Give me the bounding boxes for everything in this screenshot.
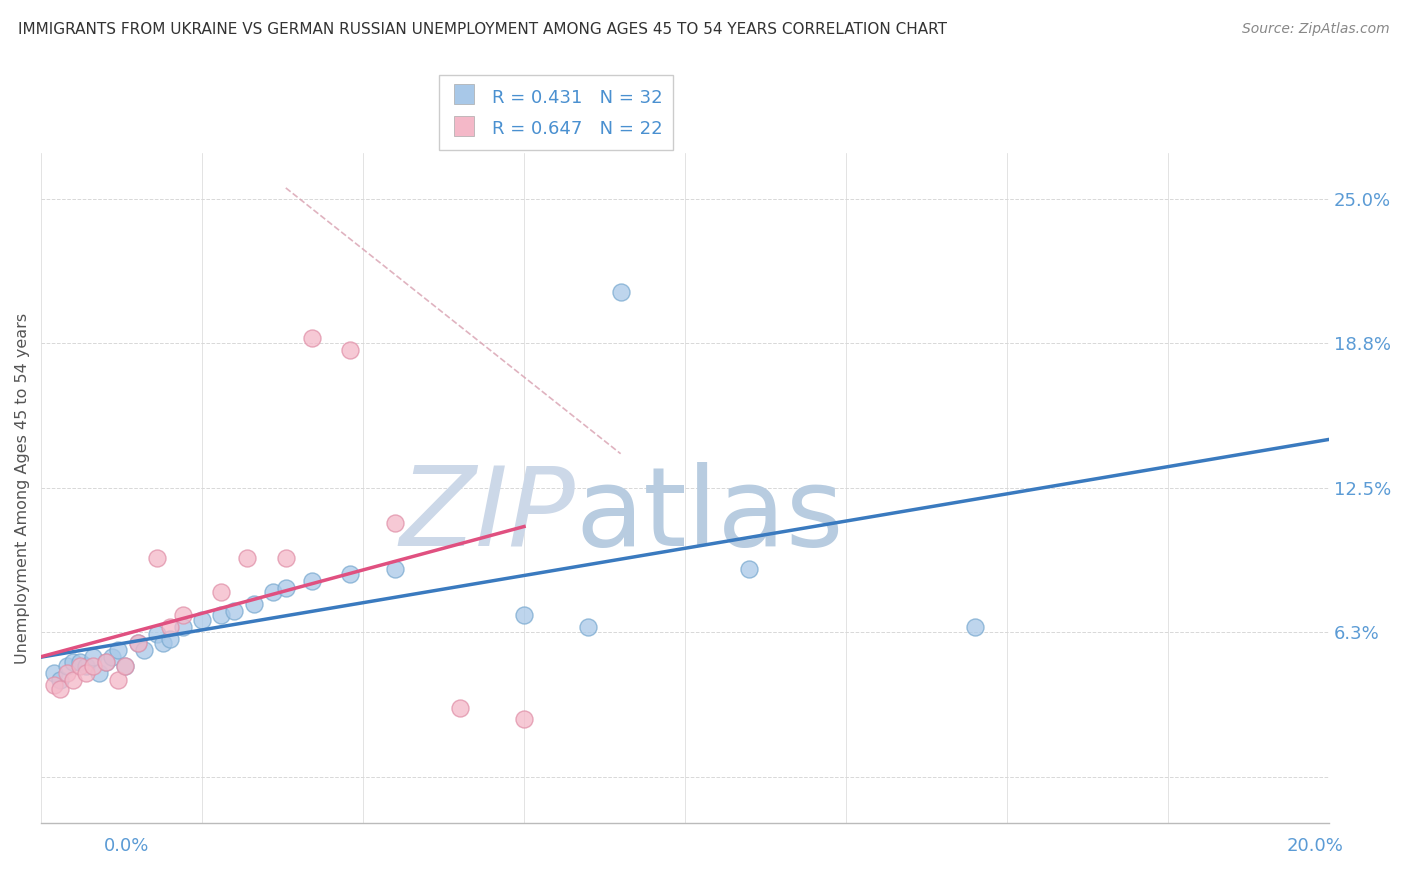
Point bbox=[242, 597, 264, 611]
Point bbox=[513, 608, 536, 623]
Text: atlas: atlas bbox=[575, 462, 844, 569]
Point bbox=[262, 585, 284, 599]
Y-axis label: Unemployment Among Ages 45 to 54 years: Unemployment Among Ages 45 to 54 years bbox=[15, 313, 30, 664]
Point bbox=[87, 666, 110, 681]
Point bbox=[49, 682, 72, 697]
Text: 0.0%: 0.0% bbox=[104, 837, 149, 855]
Text: Source: ZipAtlas.com: Source: ZipAtlas.com bbox=[1241, 22, 1389, 37]
Point bbox=[339, 343, 361, 357]
Point bbox=[82, 659, 104, 673]
Point bbox=[62, 673, 84, 688]
Text: ZIP: ZIP bbox=[399, 462, 575, 569]
Point bbox=[114, 659, 136, 673]
Point bbox=[172, 620, 194, 634]
Point bbox=[107, 643, 129, 657]
Text: IMMIGRANTS FROM UKRAINE VS GERMAN RUSSIAN UNEMPLOYMENT AMONG AGES 45 TO 54 YEARS: IMMIGRANTS FROM UKRAINE VS GERMAN RUSSIA… bbox=[18, 22, 948, 37]
Point bbox=[236, 550, 259, 565]
Point bbox=[339, 566, 361, 581]
Point bbox=[274, 550, 297, 565]
Point bbox=[114, 659, 136, 673]
Point bbox=[301, 574, 323, 588]
Point bbox=[738, 562, 761, 576]
Point bbox=[209, 585, 232, 599]
Point bbox=[209, 608, 232, 623]
Point bbox=[578, 620, 600, 634]
Point bbox=[127, 636, 149, 650]
Point bbox=[159, 632, 181, 646]
Point bbox=[191, 613, 214, 627]
Point bbox=[152, 636, 174, 650]
Point bbox=[56, 659, 79, 673]
Legend: R = 0.431   N = 32, R = 0.647   N = 22: R = 0.431 N = 32, R = 0.647 N = 22 bbox=[439, 75, 673, 150]
Point bbox=[301, 331, 323, 345]
Point bbox=[159, 620, 181, 634]
Point bbox=[75, 659, 97, 673]
Point bbox=[384, 516, 406, 530]
Point bbox=[274, 581, 297, 595]
Point bbox=[384, 562, 406, 576]
Point bbox=[146, 627, 169, 641]
Point bbox=[69, 659, 91, 673]
Point bbox=[172, 608, 194, 623]
Point bbox=[82, 650, 104, 665]
Point bbox=[609, 285, 631, 299]
Point bbox=[49, 673, 72, 688]
Point bbox=[127, 636, 149, 650]
Text: 20.0%: 20.0% bbox=[1286, 837, 1343, 855]
Point bbox=[101, 650, 124, 665]
Point bbox=[75, 666, 97, 681]
Point bbox=[94, 655, 117, 669]
Point bbox=[62, 655, 84, 669]
Point bbox=[69, 655, 91, 669]
Point bbox=[42, 666, 65, 681]
Point bbox=[513, 713, 536, 727]
Point bbox=[449, 701, 471, 715]
Point bbox=[56, 666, 79, 681]
Point bbox=[134, 643, 156, 657]
Point bbox=[94, 655, 117, 669]
Point bbox=[224, 604, 246, 618]
Point bbox=[963, 620, 986, 634]
Point bbox=[146, 550, 169, 565]
Point bbox=[42, 678, 65, 692]
Point bbox=[107, 673, 129, 688]
